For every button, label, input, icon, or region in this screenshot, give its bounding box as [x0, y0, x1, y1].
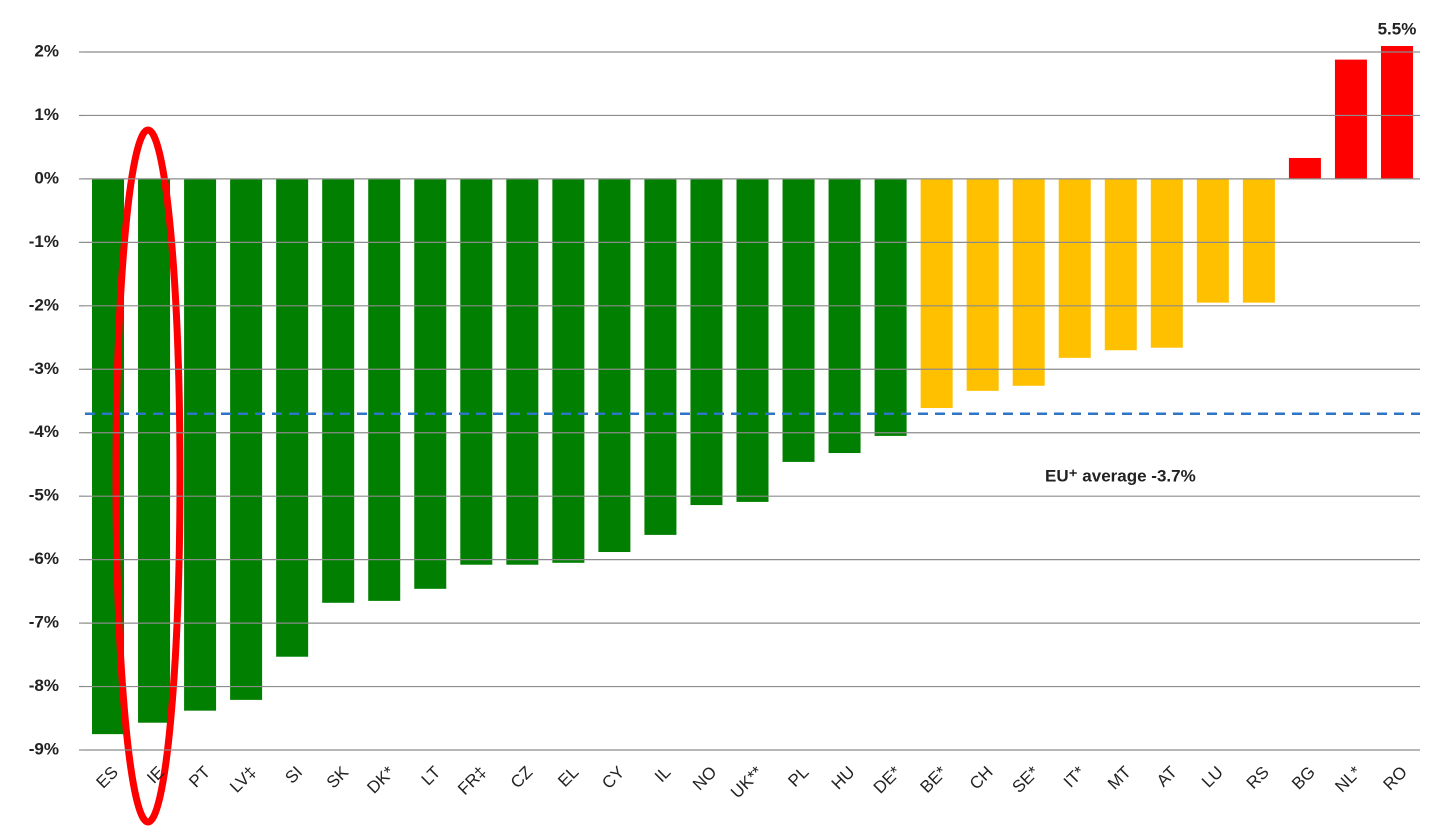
x-tick-label: PT: [185, 763, 214, 792]
x-tick-label: LT: [418, 763, 445, 790]
x-tick-label: MT: [1104, 763, 1135, 794]
x-tick-label: UK**: [727, 762, 767, 802]
bar: [230, 178, 263, 700]
x-tick-label: SE*: [1009, 762, 1043, 796]
x-tick-label: DE*: [870, 762, 905, 797]
y-tick-label: -1%: [29, 232, 59, 251]
x-tick-label: CZ: [507, 763, 536, 792]
y-tick-label: -7%: [29, 613, 59, 632]
bar: [644, 178, 677, 535]
bar: [1196, 178, 1229, 303]
x-tick-label: NO: [689, 763, 720, 794]
x-tick-label: IL: [651, 763, 674, 786]
y-tick-label: 2%: [34, 41, 59, 60]
value-label: 5.5%: [1378, 19, 1417, 38]
bar: [1150, 178, 1183, 348]
y-tick-label: -9%: [29, 739, 59, 758]
x-tick-label: PL: [784, 763, 812, 791]
x-tick-label: LU: [1198, 763, 1227, 792]
x-tick-label: SI: [281, 763, 306, 788]
x-tick-label: AT: [1153, 763, 1181, 791]
bar: [598, 178, 631, 553]
x-tick-label: HU: [828, 763, 859, 794]
bar: [1058, 178, 1091, 358]
y-tick-label: -6%: [29, 549, 59, 568]
bar: [368, 178, 401, 601]
x-tick-label: RO: [1380, 763, 1411, 794]
x-tick-label: ES: [93, 763, 122, 792]
x-tick-label: CH: [966, 763, 997, 794]
bar: [414, 178, 447, 589]
bar: [276, 178, 309, 657]
y-tick-label: -8%: [29, 676, 59, 695]
x-tick-label: IT*: [1060, 762, 1089, 791]
x-tick-label: FR‡: [454, 763, 490, 799]
y-tick-label: -5%: [29, 486, 59, 505]
bar: [1104, 178, 1137, 351]
x-tick-label: BG: [1288, 763, 1319, 794]
bar: [1334, 59, 1367, 179]
x-tick-label: DK*: [363, 762, 398, 797]
x-tick-label: SK: [323, 762, 353, 792]
average-label: EU⁺ average -3.7%: [1045, 466, 1196, 485]
bar: [1242, 178, 1275, 303]
y-tick-label: -3%: [29, 359, 59, 378]
x-tick-label: CY: [598, 763, 628, 793]
x-tick-label: LV‡: [226, 763, 260, 797]
bar: [138, 178, 171, 723]
bar: [782, 178, 815, 462]
y-tick-label: 1%: [34, 105, 59, 124]
bar: [966, 178, 999, 391]
y-tick-label: -2%: [29, 295, 59, 314]
bar: [506, 178, 539, 565]
bar: [322, 178, 355, 603]
bar: [460, 178, 493, 565]
x-tick-label: RS: [1243, 763, 1273, 793]
x-tick-label: BE*: [916, 762, 950, 796]
bar: [184, 178, 217, 711]
y-tick-label: -4%: [29, 422, 59, 441]
bar: [828, 178, 861, 454]
bar: [690, 178, 723, 506]
bar: [1288, 157, 1321, 179]
bar: [1380, 46, 1413, 179]
bar: [736, 178, 769, 502]
highlight-ellipse: [112, 126, 184, 826]
bar: [874, 178, 907, 436]
bar: [1012, 178, 1045, 386]
x-tick-label: NL*: [1331, 762, 1365, 796]
bar: [552, 178, 585, 563]
x-tick-label: EL: [554, 763, 582, 791]
bar: [920, 178, 953, 408]
y-tick-label: 0%: [34, 168, 59, 187]
